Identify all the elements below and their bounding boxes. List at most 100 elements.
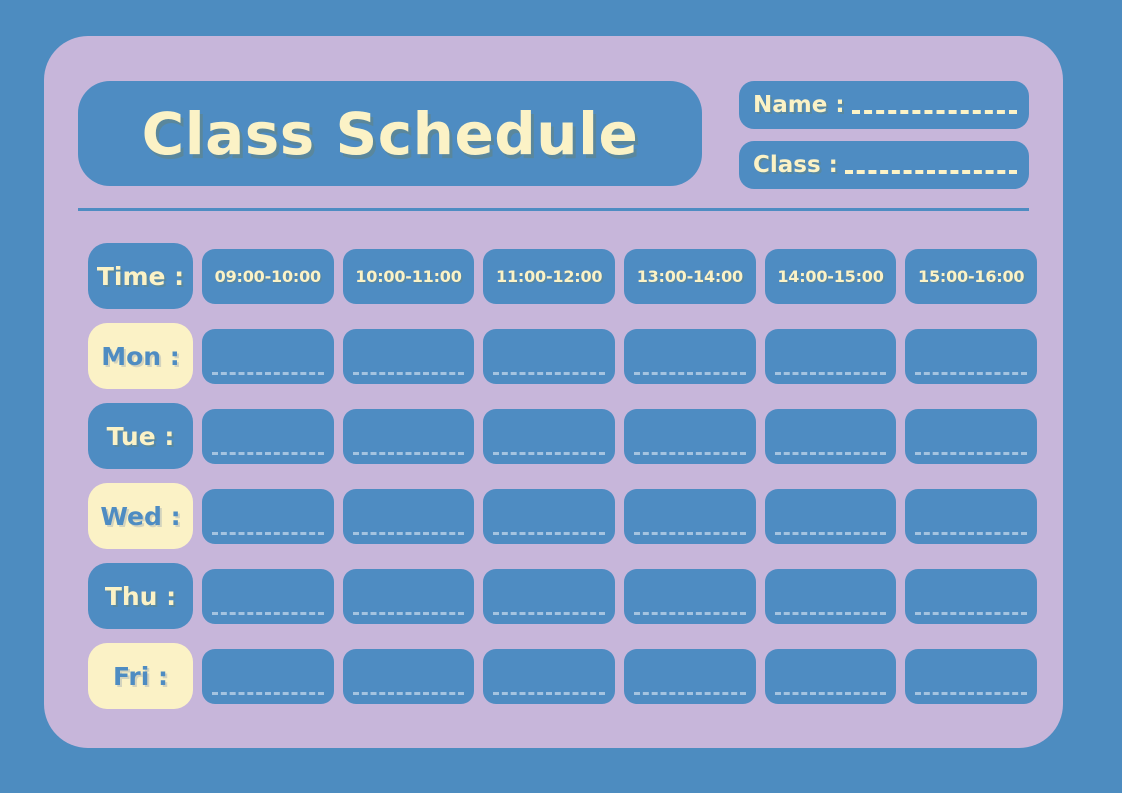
day-label-thu: Thu : (88, 563, 193, 629)
entry-mon-6[interactable] (905, 328, 1038, 384)
entry-fri-6[interactable] (905, 648, 1038, 704)
entry-mon-4[interactable] (624, 328, 756, 384)
entry-writing-line (915, 611, 1028, 615)
class-field-writing-line (844, 170, 1017, 174)
entry-mon-2[interactable] (342, 328, 475, 384)
entry-writing-line (212, 371, 324, 375)
day-label-wed-text: Wed : (100, 501, 181, 531)
entry-writing-line (352, 611, 465, 615)
schedule-header-row: Time : 09:00-10:00 10:00-11:00 11:00-12:… (88, 236, 1038, 316)
time-slot-6-label: 15:00-16:00 (918, 266, 1025, 286)
time-column-header-label: Time : (96, 261, 185, 291)
entry-wed-3[interactable] (483, 488, 616, 544)
entry-wed-4[interactable] (624, 488, 756, 544)
entry-writing-line (774, 451, 887, 455)
entry-writing-line (493, 611, 606, 615)
day-cells-tue (202, 408, 1038, 464)
name-field-label: Name : (753, 92, 845, 118)
entry-fri-2[interactable] (342, 648, 475, 704)
day-label-tue-text: Tue : (106, 421, 175, 451)
entry-writing-line (774, 691, 887, 695)
entry-thu-2[interactable] (342, 568, 475, 624)
time-slot-3: 11:00-12:00 (483, 248, 616, 304)
entry-writing-line (352, 691, 465, 695)
entry-writing-line (634, 691, 746, 695)
entry-writing-line (352, 531, 465, 535)
entry-wed-6[interactable] (905, 488, 1038, 544)
day-label-wed: Wed : (88, 483, 193, 549)
time-slot-1: 09:00-10:00 (202, 248, 334, 304)
entry-writing-line (493, 371, 606, 375)
time-column-header: Time : (88, 243, 193, 309)
entry-tue-3[interactable] (483, 408, 616, 464)
entry-thu-5[interactable] (764, 568, 897, 624)
entry-fri-4[interactable] (624, 648, 756, 704)
schedule-row-thu: Thu : (88, 556, 1038, 636)
entry-mon-5[interactable] (764, 328, 897, 384)
entry-fri-5[interactable] (764, 648, 897, 704)
entry-writing-line (212, 691, 324, 695)
entry-writing-line (915, 691, 1028, 695)
entry-tue-1[interactable] (202, 408, 334, 464)
entry-writing-line (493, 691, 606, 695)
day-label-tue: Tue : (88, 403, 193, 469)
entry-wed-1[interactable] (202, 488, 334, 544)
schedule-row-tue: Tue : (88, 396, 1038, 476)
entry-fri-1[interactable] (202, 648, 334, 704)
entry-wed-5[interactable] (764, 488, 897, 544)
entry-writing-line (352, 451, 465, 455)
day-label-mon-text: Mon : (101, 341, 180, 371)
entry-writing-line (915, 451, 1028, 455)
entry-tue-6[interactable] (905, 408, 1038, 464)
day-label-fri: Fri : (88, 643, 193, 709)
schedule-card: Class Schedule Name : Class : Time : 09:… (44, 36, 1063, 748)
entry-writing-line (634, 371, 746, 375)
entry-writing-line (352, 371, 465, 375)
day-label-fri-text: Fri : (112, 661, 169, 691)
title-bar: Class Schedule (78, 81, 702, 186)
schedule-grid: Time : 09:00-10:00 10:00-11:00 11:00-12:… (88, 236, 1038, 716)
entry-writing-line (634, 611, 746, 615)
entry-tue-5[interactable] (764, 408, 897, 464)
name-field[interactable]: Name : (739, 81, 1029, 129)
entry-tue-4[interactable] (624, 408, 756, 464)
schedule-row-mon: Mon : (88, 316, 1038, 396)
time-slot-1-label: 09:00-10:00 (214, 266, 322, 286)
entry-thu-1[interactable] (202, 568, 334, 624)
name-field-writing-line (851, 110, 1017, 114)
day-cells-wed (202, 488, 1038, 544)
header: Class Schedule Name : Class : (78, 81, 1029, 201)
day-cells-fri (202, 648, 1038, 704)
time-slot-5: 14:00-15:00 (764, 248, 897, 304)
entry-writing-line (774, 371, 887, 375)
entry-tue-2[interactable] (342, 408, 475, 464)
entry-mon-1[interactable] (202, 328, 334, 384)
class-field[interactable]: Class : (739, 141, 1029, 189)
time-slot-4: 13:00-14:00 (624, 248, 756, 304)
entry-thu-3[interactable] (483, 568, 616, 624)
day-label-thu-text: Thu : (104, 581, 177, 611)
time-slot-4-label: 13:00-14:00 (636, 266, 744, 286)
entry-writing-line (212, 611, 324, 615)
entry-writing-line (493, 451, 606, 455)
entry-wed-2[interactable] (342, 488, 475, 544)
entry-mon-3[interactable] (483, 328, 616, 384)
entry-thu-6[interactable] (905, 568, 1038, 624)
day-cells-mon (202, 328, 1038, 384)
time-slot-cells: 09:00-10:00 10:00-11:00 11:00-12:00 13:0… (202, 248, 1038, 304)
entry-writing-line (915, 531, 1028, 535)
schedule-row-wed: Wed : (88, 476, 1038, 556)
day-cells-thu (202, 568, 1038, 624)
entry-fri-3[interactable] (483, 648, 616, 704)
class-field-label: Class : (753, 152, 838, 178)
time-slot-5-label: 14:00-15:00 (777, 266, 884, 286)
time-slot-6: 15:00-16:00 (905, 248, 1038, 304)
entry-writing-line (212, 531, 324, 535)
time-slot-2-label: 10:00-11:00 (355, 266, 462, 286)
entry-thu-4[interactable] (624, 568, 756, 624)
entry-writing-line (774, 531, 887, 535)
time-slot-2: 10:00-11:00 (342, 248, 475, 304)
day-label-mon: Mon : (88, 323, 193, 389)
entry-writing-line (634, 451, 746, 455)
schedule-row-fri: Fri : (88, 636, 1038, 716)
